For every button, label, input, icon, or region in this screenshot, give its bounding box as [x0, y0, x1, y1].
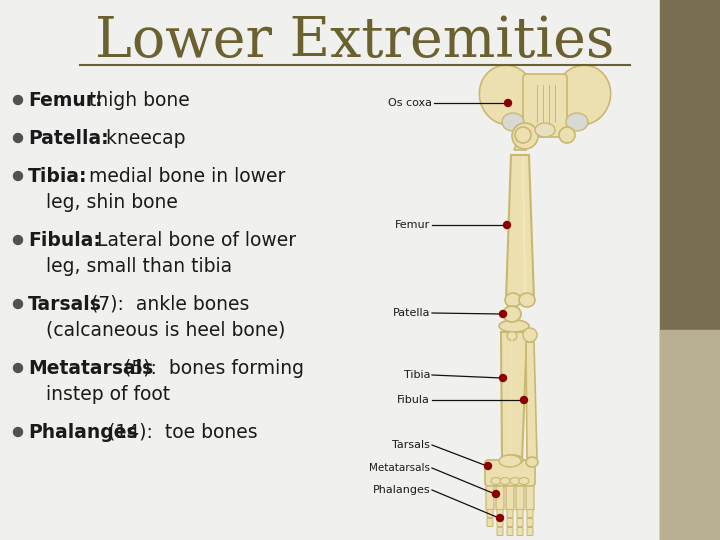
Text: Os coxa: Os coxa — [388, 98, 432, 108]
Ellipse shape — [503, 306, 521, 322]
FancyBboxPatch shape — [523, 74, 567, 137]
Text: Phalanges: Phalanges — [372, 485, 430, 495]
Polygon shape — [526, 342, 537, 458]
Text: Metatarsals: Metatarsals — [369, 463, 430, 473]
Ellipse shape — [500, 477, 510, 484]
FancyBboxPatch shape — [487, 510, 493, 517]
Text: Tarsals: Tarsals — [392, 440, 430, 450]
Ellipse shape — [499, 320, 529, 332]
Circle shape — [505, 99, 511, 106]
Text: Tibia: Tibia — [403, 370, 430, 380]
FancyBboxPatch shape — [507, 510, 513, 517]
Text: Phalanges: Phalanges — [28, 422, 138, 442]
Circle shape — [14, 428, 22, 436]
Circle shape — [500, 375, 506, 381]
FancyBboxPatch shape — [485, 460, 535, 486]
FancyBboxPatch shape — [486, 486, 494, 510]
Circle shape — [14, 235, 22, 245]
Ellipse shape — [510, 477, 520, 484]
Text: medial bone in lower: medial bone in lower — [77, 166, 286, 186]
Circle shape — [14, 133, 22, 143]
Text: Fibula: Fibula — [397, 395, 430, 405]
Circle shape — [523, 328, 537, 342]
Ellipse shape — [519, 477, 529, 484]
Polygon shape — [514, 138, 527, 150]
Ellipse shape — [566, 113, 588, 131]
Bar — [660, 0, 720, 540]
Circle shape — [485, 462, 492, 469]
Bar — [660, 330, 720, 540]
Text: (7):  ankle bones: (7): ankle bones — [86, 294, 250, 314]
Ellipse shape — [507, 332, 517, 341]
Text: Femur: Femur — [395, 220, 430, 230]
FancyBboxPatch shape — [507, 528, 513, 536]
FancyBboxPatch shape — [497, 528, 503, 536]
Circle shape — [503, 221, 510, 228]
Text: leg, shin bone: leg, shin bone — [28, 192, 178, 212]
Text: Patella:: Patella: — [28, 129, 109, 147]
Circle shape — [521, 396, 528, 403]
Text: leg, small than tibia: leg, small than tibia — [28, 256, 232, 275]
Text: (14):  toe bones: (14): toe bones — [102, 422, 258, 442]
Circle shape — [14, 300, 22, 308]
Ellipse shape — [502, 113, 524, 131]
Circle shape — [500, 310, 506, 318]
FancyBboxPatch shape — [517, 528, 523, 536]
Text: Tarsals: Tarsals — [28, 294, 102, 314]
Text: kneecap: kneecap — [94, 129, 185, 147]
Text: Femur:: Femur: — [28, 91, 103, 110]
FancyBboxPatch shape — [497, 518, 503, 526]
FancyBboxPatch shape — [496, 486, 504, 510]
Ellipse shape — [555, 65, 611, 125]
FancyBboxPatch shape — [507, 518, 513, 526]
Text: instep of foot: instep of foot — [28, 384, 170, 403]
Ellipse shape — [519, 293, 535, 307]
Ellipse shape — [535, 123, 555, 137]
Polygon shape — [506, 155, 534, 300]
Ellipse shape — [491, 477, 501, 484]
Circle shape — [14, 363, 22, 373]
Circle shape — [497, 515, 503, 522]
FancyBboxPatch shape — [516, 486, 524, 510]
FancyBboxPatch shape — [497, 510, 503, 517]
Ellipse shape — [501, 455, 523, 465]
FancyBboxPatch shape — [527, 518, 533, 526]
Text: Lateral bone of lower: Lateral bone of lower — [86, 231, 297, 249]
FancyBboxPatch shape — [487, 518, 493, 526]
Ellipse shape — [480, 65, 535, 125]
Circle shape — [559, 127, 575, 143]
Circle shape — [14, 172, 22, 180]
FancyBboxPatch shape — [517, 518, 523, 526]
FancyBboxPatch shape — [506, 486, 514, 510]
Circle shape — [14, 96, 22, 105]
Circle shape — [492, 490, 500, 497]
Text: Patella: Patella — [392, 308, 430, 318]
Text: Tibia:: Tibia: — [28, 166, 88, 186]
FancyBboxPatch shape — [526, 486, 534, 510]
Ellipse shape — [526, 457, 538, 467]
Text: Fibula:: Fibula: — [28, 231, 101, 249]
Text: thigh bone: thigh bone — [77, 91, 190, 110]
Ellipse shape — [505, 293, 521, 307]
Polygon shape — [501, 332, 527, 460]
Text: Metatarsals: Metatarsals — [28, 359, 153, 377]
Text: Lower Extremities: Lower Extremities — [95, 15, 615, 69]
Circle shape — [512, 123, 538, 149]
FancyBboxPatch shape — [527, 510, 533, 517]
Circle shape — [515, 127, 531, 143]
Text: (calcaneous is heel bone): (calcaneous is heel bone) — [28, 321, 285, 340]
Text: (5):  bones forming: (5): bones forming — [118, 359, 304, 377]
FancyBboxPatch shape — [527, 528, 533, 536]
Ellipse shape — [499, 455, 521, 467]
FancyBboxPatch shape — [517, 510, 523, 517]
